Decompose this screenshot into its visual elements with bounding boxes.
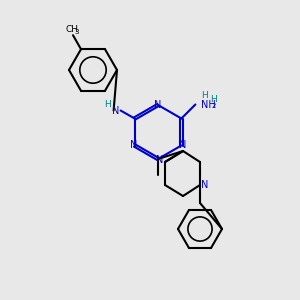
Text: H: H — [201, 91, 208, 100]
Text: H: H — [104, 100, 111, 109]
Text: N: N — [112, 106, 119, 116]
Text: N: N — [156, 155, 164, 165]
Text: 2: 2 — [211, 103, 216, 109]
Text: 3: 3 — [75, 29, 79, 35]
Text: H: H — [210, 95, 217, 104]
Text: NH: NH — [201, 100, 216, 110]
Text: N: N — [179, 140, 186, 151]
Text: N: N — [154, 100, 162, 110]
Text: N: N — [201, 180, 209, 190]
Text: N: N — [130, 140, 137, 151]
Text: CH: CH — [65, 25, 79, 34]
